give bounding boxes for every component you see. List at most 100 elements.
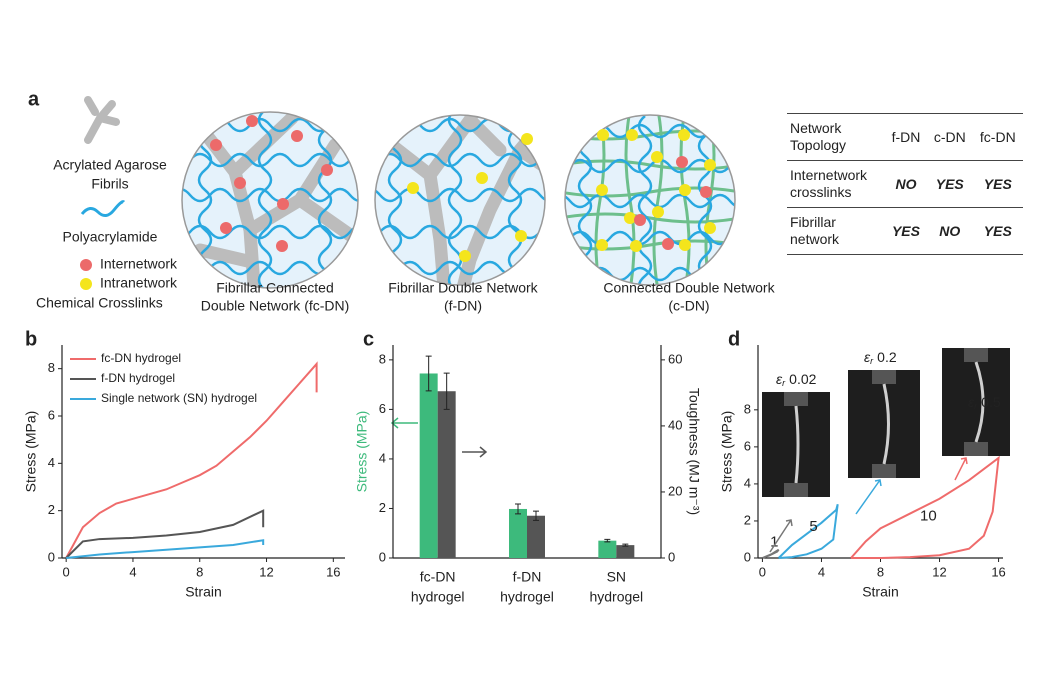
network-caption: (f-DN) [444,298,482,314]
x-tick-label: 0 [63,564,70,579]
inset-sample [794,405,800,484]
inset-arrow [954,457,968,481]
inset-sample [974,361,985,443]
legend-label: f-DN hydrogel [101,371,175,385]
x-axis-label: Strain [862,584,899,600]
legend-text: Acrylated Agarose [53,157,167,173]
x-tick-label: 16 [326,564,340,579]
y-tick-label: 4 [744,475,751,490]
error-bar [533,510,539,521]
strain-symbol: ε [864,349,871,365]
y-tick-label: 8 [744,401,751,416]
x-tick-label: hydrogel [411,589,465,605]
table-row: Network Topology f-DN c-DN fc-DN [787,113,1023,161]
y-tick-label: 2 [48,502,55,517]
bar [419,373,438,558]
curve-label: 1 [770,533,778,550]
y2-axis-label: Toughness (MJ m⁻³) [686,388,702,515]
strain-value: 0.2 [877,349,897,365]
x-tick-label: 0 [759,564,766,579]
y-tick-label: 8 [48,360,55,375]
network-caption: Connected Double Network [603,280,775,296]
internetwork-icon [80,259,92,271]
inset-label: εr 0.02 [776,371,817,389]
network-caption: (c-DN) [668,298,709,314]
y-axis-label: Stress (MPa) [719,411,735,493]
line [66,539,265,559]
axis-arrow [462,446,488,458]
curve-label: 5 [809,518,817,535]
inset-grip [784,392,808,406]
y-tick-label: 4 [379,450,386,465]
legend-label: Single network (SN) hydrogel [101,391,257,405]
curve-label: 10 [920,508,937,525]
y2-tick-label: 0 [668,549,675,564]
inset-grip [872,464,896,478]
panel-label: b [25,328,37,350]
error-bar [604,538,611,543]
panel-label: c [363,328,374,350]
network-caption: Fibrillar Connected [216,280,334,296]
inset-grip [964,348,988,362]
line [850,455,1000,559]
y-tick-label: 6 [379,401,386,416]
y-tick-label: 2 [379,500,386,515]
x-tick-label: f-DN [513,569,542,585]
error-bar [515,503,521,515]
x-tick-label: hydrogel [589,589,643,605]
error-bar [443,372,450,410]
bar [527,515,545,558]
table-cell: c-DN [933,128,966,145]
fibril-icon [84,96,120,144]
x-tick-label: SN [607,569,626,585]
line [762,548,780,559]
strain-subscript: r [870,356,874,366]
strain-subscript: r [974,401,978,411]
network-diagram [564,114,736,286]
network-diagram [181,111,359,289]
y2-tick-label: 40 [668,417,682,432]
intranetwork-icon [80,278,92,290]
legend-text: Polyacrylamide [63,229,158,245]
y-axis-label: Stress (MPa) [23,411,39,493]
panel-label: d [728,328,740,350]
line [777,504,839,559]
legend-text: Chemical Crosslinks [36,295,163,311]
table-cell: fc-DN [979,128,1016,145]
inset-arrow [769,519,793,553]
y-tick-label: 8 [379,351,386,366]
table-row: Internetwork crosslinks NO YES YES [787,161,1023,208]
x-tick-label: 8 [877,564,884,579]
strain-value: 0.5 [981,394,1001,410]
table-cell: YES [891,222,920,239]
y-tick-label: 2 [744,512,751,527]
inset-grip [784,483,808,497]
table-cell: YES [983,175,1012,192]
y-tick-label: 0 [48,549,55,564]
y2-tick-label: 60 [668,351,682,366]
x-tick-label: 12 [932,564,946,579]
legend-text: Intranetwork [100,275,178,291]
inset-sample [882,383,890,465]
line [65,509,265,559]
legend-label: fc-DN hydrogel [101,351,181,365]
table-cell: Internetwork crosslinks [790,167,868,200]
line [65,361,318,559]
inset-arrow [855,479,882,515]
y-axis-label: Stress (MPa) [354,411,370,493]
polymer-icon [80,200,126,217]
bar [509,508,527,558]
inset-label: εr 0.2 [864,349,897,367]
y-tick-label: 4 [48,455,55,470]
x-axis-label: Strain [185,584,222,600]
table-cell: f-DN [891,128,921,145]
x-tick-label: 8 [196,564,203,579]
error-bar [622,543,629,547]
strain-symbol: ε [776,371,783,387]
table-cell: YES [935,175,964,192]
network-caption: Double Network (fc-DN) [201,298,350,314]
legend-text: Internetwork [100,256,178,272]
strain-value: 0.02 [789,371,816,387]
network-caption: Fibrillar Double Network [388,280,538,296]
